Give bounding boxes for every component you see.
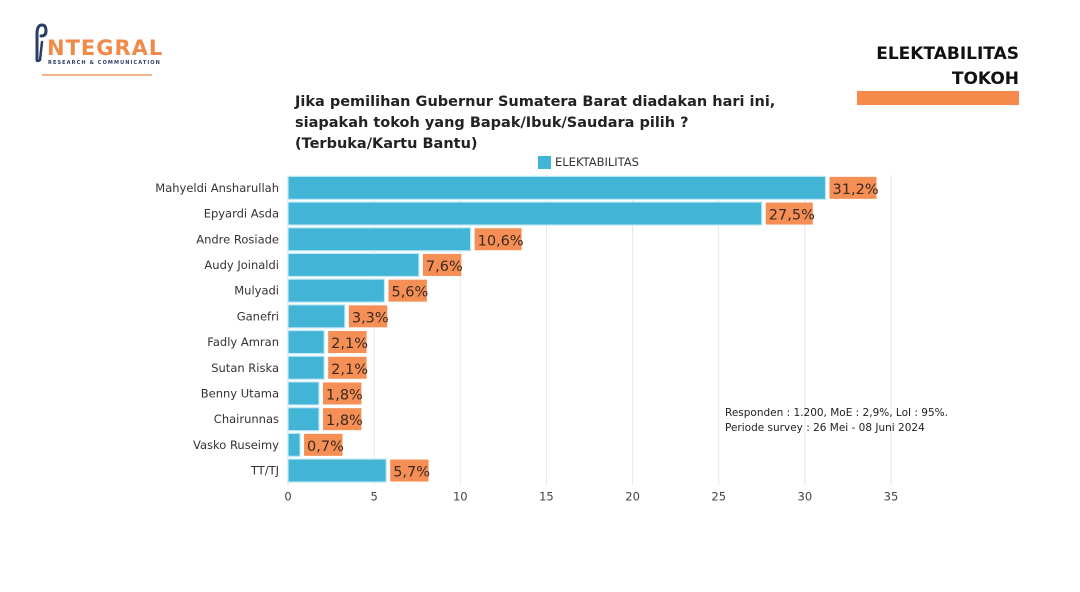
- category-label: TT/TJ: [250, 464, 279, 478]
- data-label-bg: [474, 228, 522, 251]
- data-label-bg: [323, 408, 362, 431]
- data-label: 5,7%: [393, 465, 430, 481]
- x-tick-label: 25: [711, 489, 726, 503]
- x-tick-label: 0: [284, 489, 291, 503]
- data-label: 3,3%: [352, 310, 389, 326]
- brand-logo: NTEGRAL RESEARCH & COMMUNICATION: [34, 20, 174, 76]
- bar: [287, 329, 325, 355]
- x-tick-label: 20: [625, 489, 640, 503]
- data-label-bg: [304, 433, 343, 456]
- bar: [287, 458, 387, 483]
- data-label-bg: [348, 305, 388, 328]
- bar: [287, 355, 325, 380]
- brand-name: NTEGRAL: [47, 36, 164, 60]
- bar: [287, 381, 320, 406]
- section-accent-bar: [857, 91, 1019, 105]
- data-label: 5,6%: [391, 285, 428, 301]
- section-title: ELEKTABILITAS TOKOH: [876, 42, 1019, 92]
- data-label: 2,1%: [331, 362, 368, 378]
- bar: [287, 432, 301, 457]
- category-label: Andre Rosiade: [196, 232, 279, 246]
- bar: [287, 304, 346, 329]
- legend-label: ELEKTABILITAS: [555, 155, 639, 169]
- category-label: Audy Joinaldi: [204, 258, 279, 272]
- data-label-bg: [328, 331, 367, 354]
- data-label: 2,1%: [331, 336, 368, 352]
- data-label-bg: [328, 356, 367, 379]
- section-title-line1: ELEKTABILITAS: [876, 44, 1019, 64]
- data-label-bg: [388, 279, 427, 302]
- bar: [287, 278, 386, 303]
- bar: [287, 175, 827, 200]
- x-tick-label: 15: [539, 489, 554, 503]
- bar: [287, 252, 420, 278]
- footnote-respondents: Responden : 1.200, MoE : 2,9%, LoI : 95%…: [725, 407, 948, 419]
- category-label: Mulyadi: [234, 284, 279, 298]
- chart-legend: ELEKTABILITAS: [538, 155, 639, 169]
- chart-title: Jika pemilihan Gubernur Sumatera Barat d…: [295, 94, 776, 152]
- logo-underline: [42, 74, 152, 76]
- category-label: Chairunnas: [214, 412, 279, 426]
- category-label: Mahyeldi Ansharullah: [155, 181, 279, 195]
- category-label: Sutan Riska: [211, 361, 279, 375]
- data-label-bg: [765, 202, 813, 225]
- x-tick-label: 35: [884, 489, 899, 503]
- data-label-bg: [829, 176, 877, 199]
- category-label: Fadly Amran: [207, 335, 279, 349]
- x-tick-label: 10: [453, 489, 468, 503]
- x-tick-label: 30: [798, 489, 813, 503]
- legend-swatch: [538, 155, 551, 169]
- logo-mark-icon: [35, 23, 48, 62]
- category-label: Benny Utama: [201, 386, 279, 400]
- data-label: 31,2%: [833, 182, 879, 198]
- section-title-line2: TOKOH: [951, 69, 1019, 89]
- category-label: Ganefri: [237, 309, 279, 323]
- survey-footnote: Responden : 1.200, MoE : 2,9%, LoI : 95%…: [725, 406, 948, 436]
- data-label: 1,8%: [326, 387, 363, 403]
- data-label: 27,5%: [769, 208, 815, 224]
- x-tick-label: 5: [370, 489, 377, 503]
- data-label: 0,7%: [307, 439, 344, 455]
- data-label-bg: [390, 459, 429, 482]
- data-label-bg: [422, 253, 462, 276]
- category-label: Vasko Ruseimy: [193, 438, 279, 452]
- data-label: 1,8%: [326, 413, 363, 429]
- bar: [287, 201, 763, 226]
- data-label-bg: [323, 382, 362, 405]
- bar: [287, 227, 472, 252]
- data-label: 10,6%: [478, 233, 524, 249]
- brand-tagline: RESEARCH & COMMUNICATION: [48, 60, 161, 66]
- footnote-period: Periode survey : 26 Mei - 08 Juni 2024: [725, 422, 925, 434]
- bar: [287, 407, 320, 432]
- category-label: Epyardi Asda: [204, 207, 279, 221]
- data-label: 7,6%: [426, 259, 463, 275]
